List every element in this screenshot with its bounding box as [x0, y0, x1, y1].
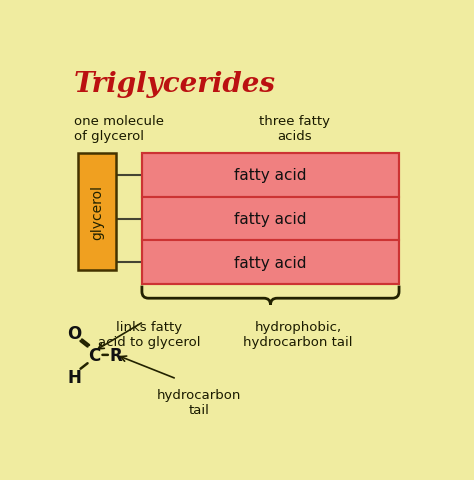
- Text: R: R: [110, 346, 123, 364]
- Text: three fatty
acids: three fatty acids: [259, 115, 330, 143]
- FancyBboxPatch shape: [142, 197, 399, 241]
- Text: hydrophobic,
hydrocarbon tail: hydrophobic, hydrocarbon tail: [243, 320, 353, 348]
- Text: fatty acid: fatty acid: [234, 255, 307, 270]
- Text: fatty acid: fatty acid: [234, 168, 307, 183]
- FancyBboxPatch shape: [142, 241, 399, 285]
- FancyBboxPatch shape: [78, 154, 116, 270]
- Text: fatty acid: fatty acid: [234, 212, 307, 227]
- Text: H: H: [67, 368, 81, 386]
- Text: glycerol: glycerol: [90, 184, 104, 240]
- Text: Triglycerides: Triglycerides: [74, 71, 276, 97]
- Text: C: C: [88, 346, 100, 364]
- Text: one molecule
of glycerol: one molecule of glycerol: [74, 115, 164, 143]
- FancyBboxPatch shape: [142, 154, 399, 197]
- Text: links fatty
acid to glycerol: links fatty acid to glycerol: [98, 320, 201, 348]
- Text: hydrocarbon
tail: hydrocarbon tail: [156, 388, 241, 416]
- Text: O: O: [67, 324, 81, 342]
